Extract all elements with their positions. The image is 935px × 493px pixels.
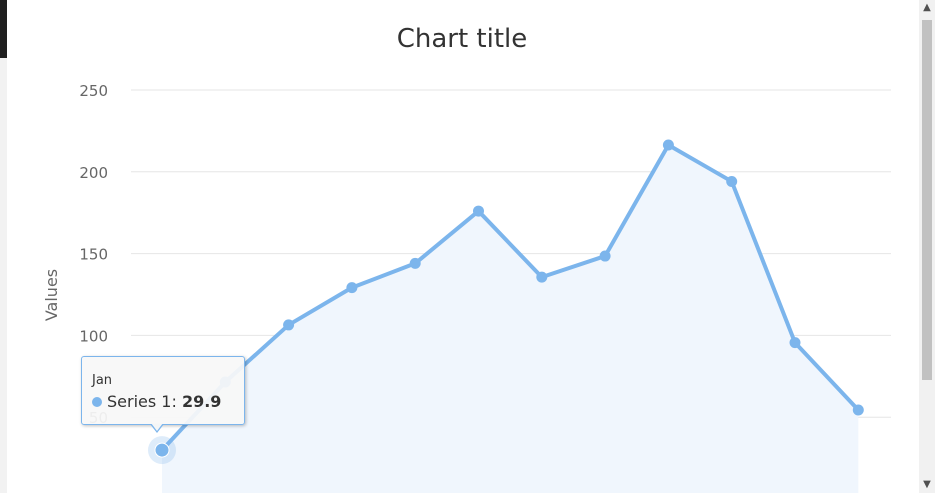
data-point-aug bbox=[599, 250, 611, 262]
tooltip-series-label: Series 1: bbox=[107, 392, 182, 411]
series-1-line bbox=[160, 142, 861, 453]
left-window-edge bbox=[0, 0, 7, 493]
data-point-jun bbox=[473, 205, 484, 217]
tooltip-category: Jan bbox=[92, 373, 113, 388]
y-axis-tick-label: 200 bbox=[79, 164, 108, 182]
scrollbar-thumb[interactable] bbox=[922, 20, 932, 380]
data-point-may bbox=[409, 257, 421, 269]
chart-tooltip: Jan Series 1: 29.9 bbox=[81, 356, 245, 433]
chart-title: Chart title bbox=[397, 24, 528, 54]
y-axis-title: Values bbox=[42, 269, 61, 321]
scroll-up-arrow-icon[interactable]: ▲ bbox=[923, 2, 931, 13]
y-axis-tick-label: 100 bbox=[79, 327, 108, 345]
data-point-oct bbox=[726, 175, 738, 187]
data-point-apr bbox=[346, 282, 358, 294]
vertical-scrollbar[interactable]: ▲ ▼ bbox=[919, 0, 935, 493]
left-dark-edge bbox=[0, 0, 7, 58]
tooltip-series-value: 29.9 bbox=[181, 392, 222, 411]
tooltip-series-marker-icon bbox=[92, 396, 102, 407]
tooltip-series-row: Series 1: 29.9 bbox=[92, 392, 221, 411]
data-point-nov bbox=[789, 337, 801, 349]
y-axis-tick-label: 150 bbox=[79, 246, 108, 264]
data-point-jan bbox=[154, 442, 170, 458]
data-point-dec bbox=[852, 404, 864, 416]
data-point-jul bbox=[536, 271, 548, 283]
y-axis-tick-label: 250 bbox=[79, 82, 108, 100]
tooltip-pointer-inner bbox=[151, 423, 163, 431]
series-area-fill bbox=[162, 144, 859, 493]
data-point-sep bbox=[662, 139, 674, 151]
scroll-down-arrow-icon[interactable]: ▼ bbox=[923, 479, 931, 490]
data-point-mar bbox=[283, 319, 295, 331]
